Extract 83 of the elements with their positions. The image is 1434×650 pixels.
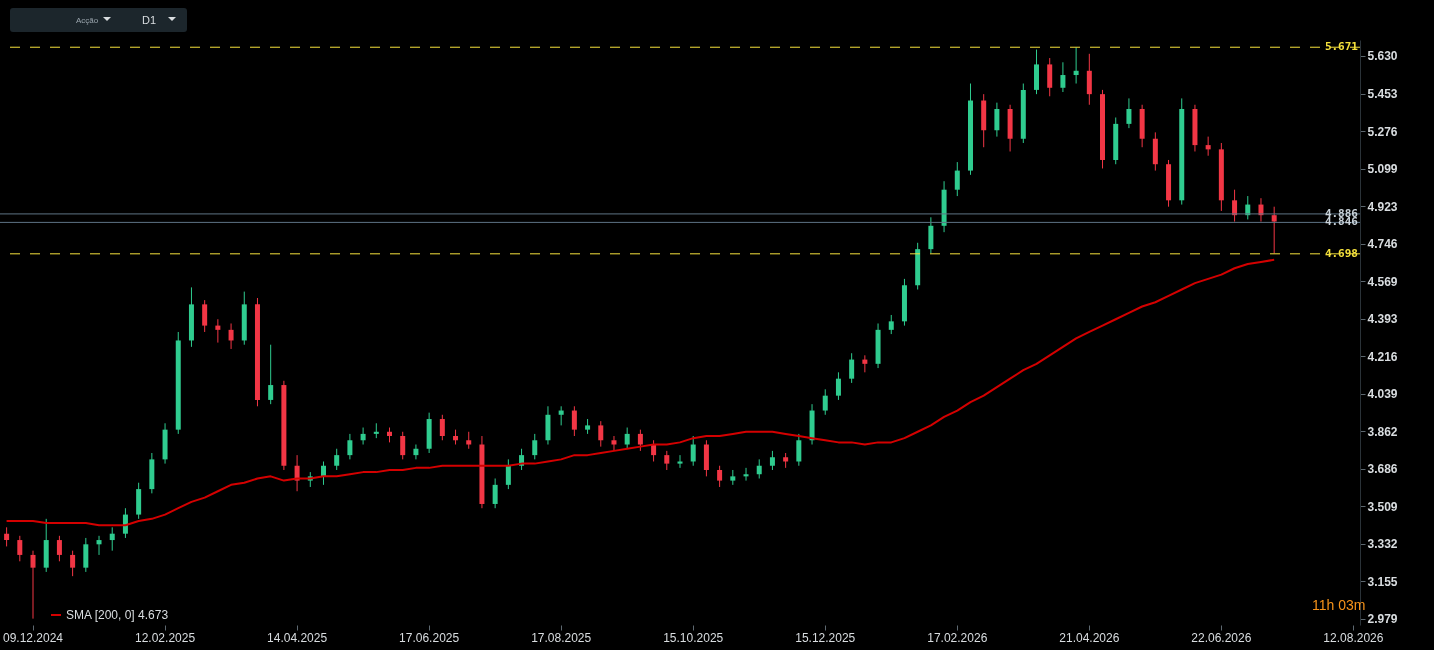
candlestick bbox=[1086, 53, 1092, 106]
y-tick-label: 3.862 bbox=[1367, 424, 1398, 439]
y-tick-label: 2.979 bbox=[1367, 612, 1398, 627]
candlestick bbox=[690, 435, 696, 467]
candlestick bbox=[400, 431, 406, 460]
y-tick-label: 4.393 bbox=[1367, 312, 1398, 327]
candlestick bbox=[717, 465, 723, 488]
y-tick-label: 5.276 bbox=[1367, 124, 1398, 139]
candlestick bbox=[624, 427, 630, 450]
candlestick bbox=[849, 352, 855, 384]
x-tick-label: 17.02.2026 bbox=[927, 630, 988, 645]
candlestick bbox=[756, 458, 762, 479]
candlestick bbox=[1060, 61, 1066, 93]
candlestick bbox=[109, 526, 115, 552]
y-tick-label: 3.686 bbox=[1367, 462, 1398, 477]
x-tick-label: 12.08.2026 bbox=[1323, 630, 1384, 645]
candlestick bbox=[268, 344, 274, 405]
candlestick bbox=[70, 550, 76, 577]
x-tick-label: 21.04.2026 bbox=[1059, 630, 1120, 645]
candlestick bbox=[334, 448, 340, 471]
y-tick-label: 4.569 bbox=[1367, 274, 1398, 289]
candlestick bbox=[835, 371, 841, 401]
y-tick-label: 5.099 bbox=[1367, 162, 1398, 177]
candlestick bbox=[56, 535, 62, 562]
candlestick bbox=[4, 526, 10, 547]
x-tick-label: 12.02.2025 bbox=[135, 630, 196, 645]
y-tick-label: 4.746 bbox=[1367, 237, 1398, 252]
candlestick bbox=[994, 102, 1000, 138]
x-tick-label: 14.04.2025 bbox=[267, 630, 328, 645]
ref-line-label: 5.671 bbox=[1324, 40, 1359, 54]
candlestick bbox=[202, 299, 208, 333]
x-tick-label: 17.06.2025 bbox=[399, 630, 460, 645]
candlestick bbox=[743, 467, 749, 482]
y-tick-label: 5.453 bbox=[1367, 87, 1398, 102]
candlestick bbox=[664, 450, 670, 471]
y-tick-label: 4.923 bbox=[1367, 199, 1398, 214]
candlestick bbox=[360, 427, 366, 446]
y-tick-label: 5.630 bbox=[1367, 49, 1398, 64]
y-tick-label: 3.332 bbox=[1367, 537, 1398, 552]
candlestick bbox=[413, 444, 419, 460]
x-tick-label: 22.06.2026 bbox=[1191, 630, 1252, 645]
candlestick bbox=[439, 414, 445, 441]
annotation: 11h 03m bbox=[1312, 597, 1366, 613]
candlestick bbox=[492, 477, 498, 509]
candlestick bbox=[888, 314, 894, 335]
candlestick bbox=[796, 433, 802, 467]
candlestick bbox=[30, 550, 36, 620]
candlestick bbox=[558, 405, 564, 426]
candlestick bbox=[571, 405, 577, 437]
candlestick bbox=[17, 535, 23, 562]
candlestick bbox=[532, 433, 538, 460]
candlestick bbox=[1047, 57, 1053, 97]
candlestick bbox=[228, 322, 234, 350]
y-tick-label: 4.039 bbox=[1367, 387, 1398, 402]
candlestick bbox=[347, 433, 353, 460]
x-tick-label: 15.12.2025 bbox=[795, 630, 856, 645]
x-tick-label: 15.10.2025 bbox=[663, 630, 724, 645]
candlestick bbox=[215, 318, 221, 344]
candlestick bbox=[598, 420, 604, 448]
candlestick bbox=[862, 354, 868, 373]
y-tick-label: 3.509 bbox=[1367, 499, 1398, 514]
candlestick bbox=[677, 454, 683, 469]
candlestick bbox=[1271, 206, 1277, 254]
y-tick-label: 4.216 bbox=[1367, 349, 1398, 364]
x-tick-label: 09.12.2024 bbox=[2, 630, 64, 645]
legend-label: SMA [200, 0] 4.673 bbox=[66, 608, 169, 622]
candlestick bbox=[1073, 46, 1079, 85]
candlestick bbox=[769, 450, 775, 471]
candlestick bbox=[505, 458, 511, 490]
candlestick bbox=[928, 216, 934, 254]
candlestick bbox=[954, 161, 960, 197]
text: Acção bbox=[76, 16, 99, 25]
candlestick bbox=[637, 429, 643, 452]
y-tick-label: 3.155 bbox=[1367, 574, 1398, 589]
candlestick bbox=[96, 535, 102, 556]
candlestick bbox=[611, 435, 617, 452]
candlestick bbox=[1205, 136, 1211, 157]
candlestick bbox=[822, 388, 828, 416]
candlestick bbox=[1126, 97, 1132, 129]
candlestick bbox=[83, 537, 89, 573]
text: D1 bbox=[142, 14, 157, 26]
x-tick-label: 17.08.2025 bbox=[531, 630, 592, 645]
ref-line-label: 4.698 bbox=[1324, 246, 1358, 260]
